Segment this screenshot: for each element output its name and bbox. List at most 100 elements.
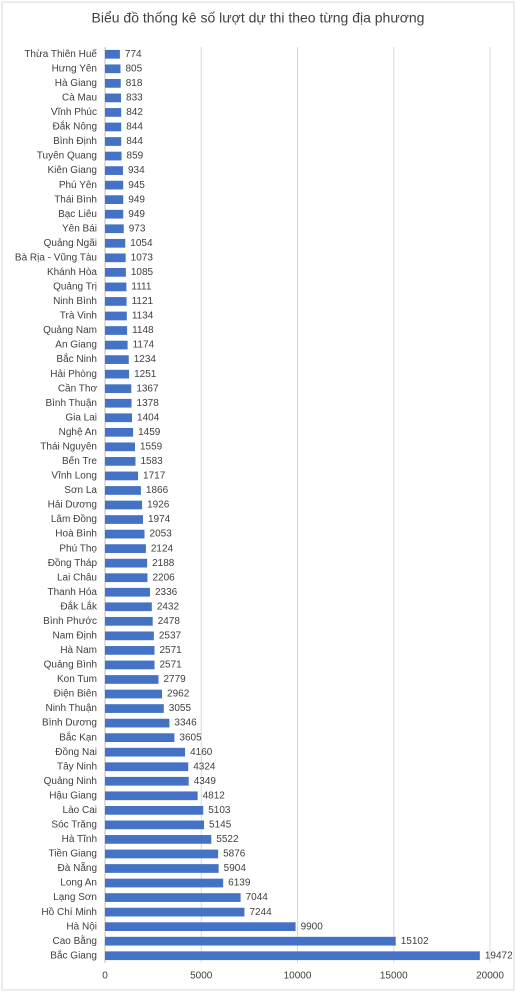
bar	[105, 733, 175, 742]
bar	[105, 849, 219, 859]
y-tick-label: Ninh Bình	[53, 296, 97, 307]
chart-title: Biểu đồ thống kê số lượt dự thi theo từn…	[92, 10, 425, 26]
bar	[105, 209, 124, 219]
y-tick-label: Trà Vinh	[60, 311, 97, 322]
y-tick-label: Bà Rịa - Vũng Tàu	[15, 252, 97, 263]
value-label: 1234	[134, 354, 157, 365]
value-label: 2053	[150, 529, 173, 540]
y-tick-label: Điện Biên	[54, 689, 97, 700]
bar	[105, 49, 120, 59]
value-label: 973	[129, 223, 146, 234]
bar	[105, 457, 136, 466]
bar	[105, 515, 143, 524]
value-label: 1148	[132, 325, 154, 336]
y-tick-label: Đắk Lắk	[60, 599, 98, 612]
bar	[105, 268, 126, 277]
bar	[105, 922, 296, 932]
chart-border	[1, 1, 515, 991]
y-tick-label: Bình Thuận	[45, 398, 97, 409]
bar	[105, 951, 480, 961]
bar	[105, 835, 212, 844]
value-label: 2124	[151, 543, 174, 554]
y-tick-label: Đà Nẵng	[58, 861, 97, 874]
y-tick-label: Hoà Bình	[55, 529, 97, 540]
value-label: 833	[126, 93, 143, 104]
bar	[105, 122, 122, 132]
bar	[105, 326, 128, 335]
bar	[105, 631, 154, 641]
bar	[105, 805, 204, 815]
bar	[105, 413, 133, 423]
bar	[105, 238, 126, 248]
bar	[105, 936, 396, 946]
value-label: 949	[128, 194, 145, 205]
value-label: 945	[128, 180, 145, 191]
value-label: 3055	[169, 703, 192, 714]
bar	[105, 529, 145, 539]
y-tick-label: Quảng Ngãi	[44, 238, 97, 249]
bar	[105, 544, 146, 553]
bar	[105, 718, 170, 728]
y-tick-label: Tuyên Quang	[37, 151, 97, 162]
value-label: 15102	[401, 936, 429, 947]
y-tick-label: Hồ Chí Minh	[41, 906, 97, 918]
y-tick-label: Khánh Hòa	[47, 267, 97, 278]
y-tick-label: Hưng Yên	[52, 63, 97, 74]
bar	[105, 500, 143, 510]
bar	[105, 384, 132, 394]
value-label: 9900	[301, 921, 324, 932]
y-tick-label: Quảng Nam	[43, 325, 97, 336]
bar	[105, 689, 163, 699]
y-tick-label: Vĩnh Phúc	[51, 107, 97, 118]
value-label: 1974	[148, 514, 171, 525]
bar	[105, 864, 219, 873]
value-label: 2571	[159, 660, 182, 671]
y-tick-label: Nam Định	[53, 630, 97, 641]
value-label: 774	[125, 49, 142, 60]
y-tick-label: Kon Tum	[57, 674, 97, 685]
value-label: 2206	[152, 572, 175, 583]
bar	[105, 878, 224, 888]
x-tick-label: 5000	[190, 971, 213, 982]
y-tick-label: Kiên Giang	[48, 165, 97, 176]
bar	[105, 616, 153, 626]
bar	[105, 180, 124, 190]
x-tick-label: 10000	[284, 971, 312, 982]
y-tick-label: Bắc Kạn	[59, 730, 97, 743]
value-label: 1134	[132, 311, 154, 322]
value-label: 7244	[249, 907, 272, 918]
bar	[105, 195, 124, 205]
value-label: 19472	[485, 950, 513, 961]
y-tick-label: An Giang	[55, 340, 97, 351]
value-label: 842	[126, 107, 143, 118]
y-tick-label: Quảng Ninh	[44, 776, 97, 787]
y-tick-label: Cao Bằng	[53, 934, 97, 947]
bar	[105, 64, 121, 74]
bar	[105, 398, 132, 408]
bar	[105, 471, 139, 481]
bar	[105, 166, 123, 175]
bar	[105, 93, 122, 103]
value-label: 2336	[155, 587, 178, 598]
value-label: 1174	[133, 340, 155, 351]
y-tick-label: Ninh Thuận	[45, 703, 97, 714]
y-tick-label: Vĩnh Long	[51, 471, 97, 482]
value-label: 1073	[131, 252, 154, 263]
bar	[105, 646, 155, 655]
y-tick-label: Phú Yên	[59, 180, 97, 191]
value-label: 1404	[137, 412, 160, 423]
bar	[105, 151, 122, 161]
bar	[105, 224, 124, 234]
value-label: 3605	[179, 732, 202, 743]
value-label: 4324	[193, 761, 216, 772]
value-label: 1111	[131, 282, 151, 293]
value-label: 5522	[216, 834, 239, 845]
value-label: 2962	[167, 689, 190, 700]
y-tick-label: Lạng Sơn	[53, 892, 97, 903]
y-tick-label: Long An	[60, 878, 97, 889]
y-tick-label: Hậu Giang	[49, 790, 97, 801]
y-tick-label: Hải Dương	[48, 500, 97, 511]
value-label: 1559	[140, 441, 163, 452]
value-label: 805	[125, 63, 142, 74]
y-tick-label: Quảng Trị	[53, 282, 97, 293]
